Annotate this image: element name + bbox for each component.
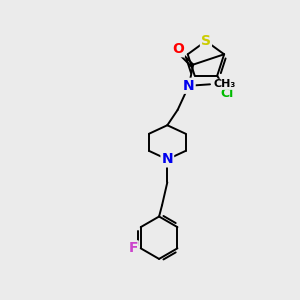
Text: O: O	[172, 42, 184, 56]
Text: CH₃: CH₃	[214, 79, 236, 89]
Text: N: N	[161, 152, 173, 167]
Text: S: S	[201, 34, 211, 48]
Text: Cl: Cl	[221, 87, 234, 100]
Text: N: N	[183, 79, 195, 93]
Text: F: F	[128, 241, 138, 255]
